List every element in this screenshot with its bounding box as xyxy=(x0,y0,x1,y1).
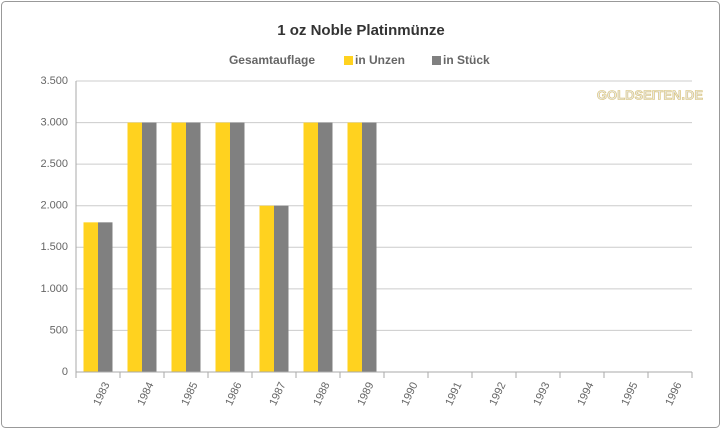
chart-title: 1 oz Noble Platinmünze xyxy=(277,22,445,39)
y-tick-label: 0 xyxy=(62,366,68,378)
legend-label: in Unzen xyxy=(355,53,405,67)
y-tick-label: 1.500 xyxy=(40,241,68,253)
legend-title: Gesamtauflage xyxy=(229,53,315,67)
bar xyxy=(303,122,318,372)
y-tick-label: 2.000 xyxy=(40,200,68,212)
bar xyxy=(362,122,377,372)
y-tick-label: 500 xyxy=(50,324,68,336)
y-tick-label: 3.000 xyxy=(40,116,68,128)
bar xyxy=(215,122,230,372)
bar xyxy=(274,205,289,372)
legend-label: in Stück xyxy=(443,53,490,67)
y-tick-label: 3.500 xyxy=(40,75,68,87)
y-tick-label: 2.500 xyxy=(40,158,68,170)
bar xyxy=(259,205,274,372)
bar xyxy=(171,122,186,372)
y-tick-label: 1.000 xyxy=(40,283,68,295)
bar xyxy=(347,122,362,372)
watermark: GOLDSEITEN.DE xyxy=(597,87,704,102)
legend-swatch xyxy=(432,56,441,65)
legend-swatch xyxy=(344,56,353,65)
bar xyxy=(230,122,245,372)
bar xyxy=(127,122,142,372)
bar xyxy=(142,122,157,372)
bar xyxy=(83,222,98,372)
bar xyxy=(186,122,201,372)
bar xyxy=(98,222,113,372)
bar xyxy=(318,122,333,372)
